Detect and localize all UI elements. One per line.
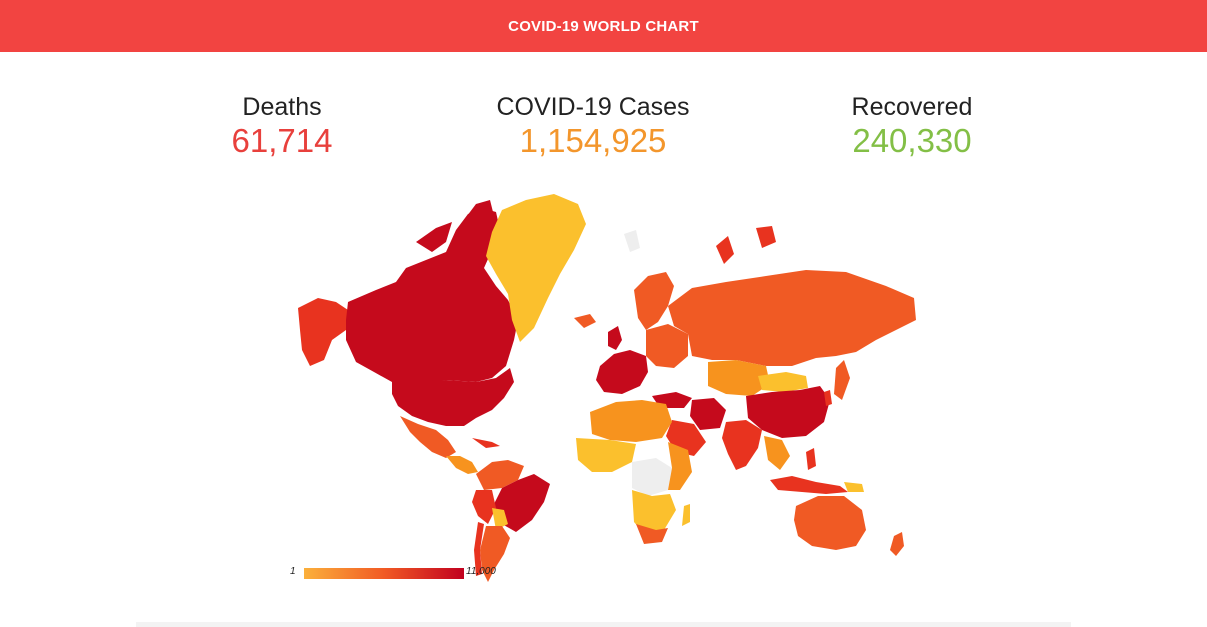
region-uk[interactable] [608,326,622,350]
region-argentina[interactable] [480,526,510,582]
region-se-asia[interactable] [764,436,790,470]
region-japan[interactable] [834,360,850,400]
region-western-europe[interactable] [596,350,648,394]
world-map-svg[interactable] [296,190,922,590]
region-svalbard[interactable] [624,230,640,252]
region-central-africa[interactable] [632,458,672,496]
legend-min-label: 1 [290,566,296,577]
header-bar: COVID-19 WORLD CHART [0,0,1207,52]
region-east-africa[interactable] [668,442,692,490]
region-central-america[interactable] [446,456,478,474]
region-india[interactable] [722,420,762,470]
color-legend: 1 11,000 [290,566,510,582]
region-baffin[interactable] [464,200,494,232]
region-png[interactable] [844,482,864,492]
region-caribbean[interactable] [472,438,500,448]
cases-label: COVID-19 Cases [496,93,690,121]
region-north-africa[interactable] [590,400,672,442]
region-colombia[interactable] [476,460,524,490]
world-map[interactable] [296,190,922,590]
region-mongolia[interactable] [758,372,808,392]
deaths-label: Deaths [242,93,322,121]
region-chile[interactable] [474,522,484,576]
page-title: COVID-19 WORLD CHART [508,17,699,35]
deaths-value: 61,714 [231,122,333,159]
region-scandinavia[interactable] [634,272,674,330]
region-novaya-zemlya[interactable] [716,236,734,264]
region-alaska[interactable] [298,298,348,366]
region-canada[interactable] [346,208,518,384]
region-brazil[interactable] [492,474,550,532]
region-peru[interactable] [472,490,496,524]
region-southern-africa[interactable] [632,490,676,536]
region-new-zealand[interactable] [890,532,904,556]
region-usa[interactable] [392,368,514,426]
region-iceland[interactable] [574,314,596,328]
region-bolivia[interactable] [492,508,508,530]
cases-value: 1,154,925 [519,122,667,159]
region-madagascar[interactable] [682,504,690,526]
footer-divider [136,622,1071,627]
region-indonesia[interactable] [770,476,848,494]
cases-stat: COVID-19 Cases 1,154,925 [463,92,723,160]
recovered-value: 240,330 [852,122,972,159]
region-russia[interactable] [668,270,916,366]
region-philippines[interactable] [806,448,816,470]
region-west-africa[interactable] [576,438,636,472]
region-china[interactable] [746,386,830,438]
region-south-africa[interactable] [636,524,668,544]
region-kazakhstan[interactable] [708,360,770,396]
recovered-label: Recovered [851,93,973,121]
region-greenland[interactable] [486,194,586,342]
region-arctic-islands[interactable] [416,222,452,252]
region-chukotka[interactable] [756,226,776,248]
region-australia[interactable] [794,496,866,550]
region-korea[interactable] [824,390,832,406]
region-eastern-europe[interactable] [646,324,688,368]
recovered-stat: Recovered 240,330 [782,92,1042,160]
region-iran[interactable] [690,398,726,430]
deaths-stat: Deaths 61,714 [152,92,412,160]
legend-max-label: 11,000 [466,566,496,577]
region-mexico[interactable] [400,416,456,458]
legend-gradient-bar [304,568,464,579]
